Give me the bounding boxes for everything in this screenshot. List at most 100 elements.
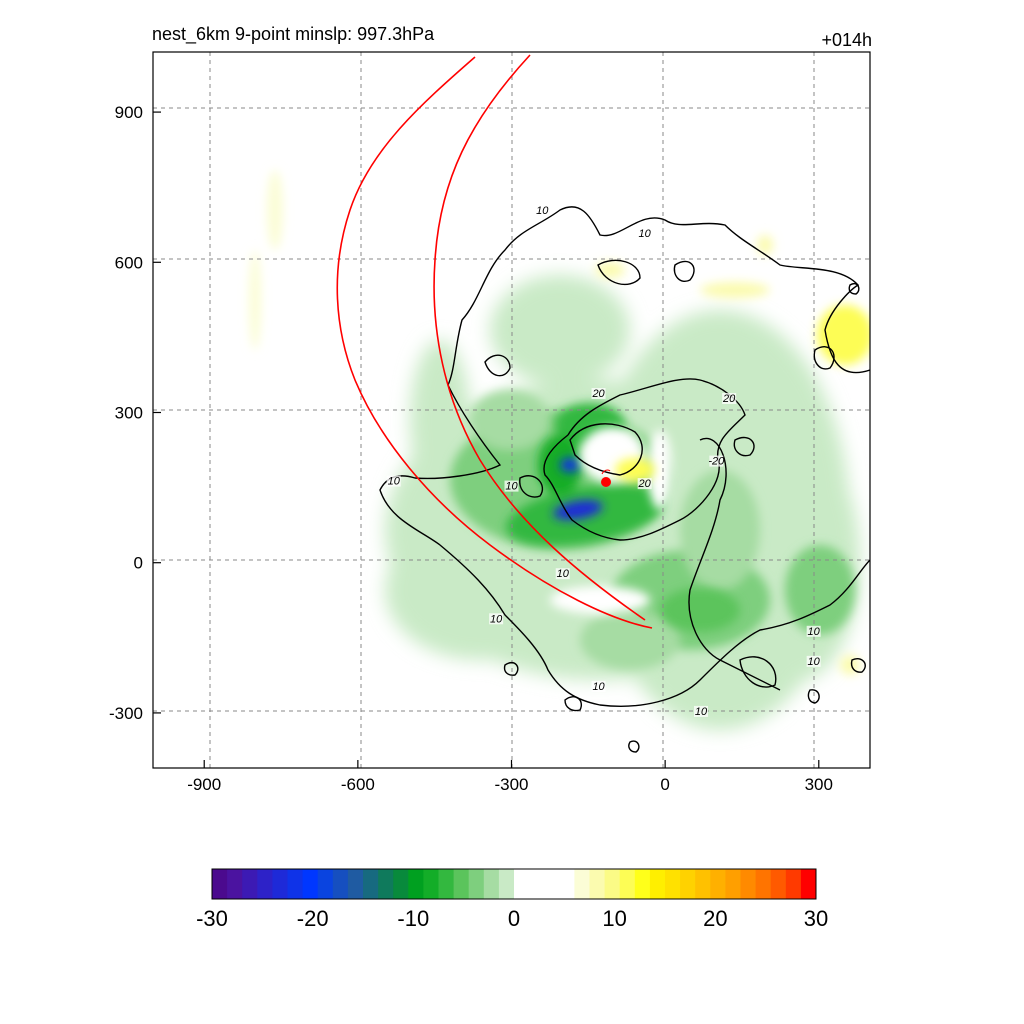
x-tick-label: -300: [494, 775, 528, 794]
contour-blob-2: [597, 259, 641, 286]
colorbar-swatch: [529, 869, 545, 899]
contour-blob-6: [739, 656, 777, 688]
contour-label: 20: [591, 388, 605, 400]
colorbar-swatch: [378, 869, 394, 899]
contour-label: 10: [808, 656, 821, 668]
colorbar-tick-label: -20: [297, 906, 329, 931]
storm-center-arc: [601, 469, 611, 475]
contour-label: 10: [490, 613, 503, 625]
colorbar-tick-label: 0: [508, 906, 520, 931]
contour-label: 10: [592, 681, 605, 693]
colorbar-swatch: [574, 869, 590, 899]
colorbar-swatch: [272, 869, 288, 899]
track-lines: [336, 54, 653, 629]
colorbar-swatch: [740, 869, 757, 899]
colorbar-swatch: [242, 869, 258, 899]
x-tick-label: 0: [660, 775, 669, 794]
colorbar-swatch: [408, 869, 424, 899]
contour-blob-9: [628, 740, 640, 753]
contour-label-bg: [693, 705, 708, 717]
contour-blob-13: [848, 283, 860, 295]
colorbar-tick-label: 10: [602, 906, 626, 931]
y-tick-label: 600: [115, 253, 143, 272]
track-outer: [336, 56, 653, 629]
contour-east: [688, 437, 781, 691]
contour-label-bg: [591, 680, 606, 692]
x-tick-label: -600: [341, 775, 375, 794]
contour-label-bg: [489, 613, 504, 625]
x-tick-label: 300: [805, 775, 833, 794]
colorbar-swatch: [257, 869, 273, 899]
contour-label: 10: [639, 228, 652, 240]
y-tick-label: 300: [115, 404, 143, 423]
contour-label-bg: [535, 205, 550, 217]
contour-label: 10: [505, 481, 518, 493]
colorbar-swatch: [438, 869, 455, 899]
contour-blob-5: [813, 346, 835, 370]
contour-blob-11: [519, 475, 544, 498]
contour-label-bg: [806, 655, 821, 667]
contour-blob-4: [733, 436, 755, 457]
contour-blob-10: [807, 689, 820, 704]
storm-center-marker: [601, 477, 611, 487]
contour-label: 10: [695, 706, 708, 718]
colorbar-swatch: [634, 869, 651, 899]
contour-blob-8: [503, 661, 519, 676]
x-tick-label: -900: [187, 775, 221, 794]
colorbar-swatch: [755, 869, 772, 899]
colorbar-swatch: [710, 869, 726, 899]
forecast-hour: +014h: [821, 30, 872, 50]
contour-label: 20: [722, 393, 736, 405]
contour-label-bg: [722, 392, 737, 404]
colorbar-swatch: [468, 869, 485, 899]
contour-lines: [379, 206, 870, 753]
colorbar-swatch: [665, 869, 681, 899]
colorbar-swatch: [800, 869, 817, 899]
colorbar-swatch: [785, 869, 802, 899]
colorbar-swatch: [514, 869, 530, 899]
colorbar-swatch: [725, 869, 741, 899]
contour-label-bg: [386, 475, 401, 487]
colorbar-swatch: [649, 869, 666, 899]
colorbar-swatch: [483, 869, 500, 899]
contour-label-bg: [806, 625, 821, 637]
contour-label: -20: [708, 456, 725, 468]
colorbar-tick-label: 30: [804, 906, 828, 931]
axes: -900 -600 -300 0 300 -300 0 300 600 900: [109, 103, 833, 794]
colorbar-frame: [211, 868, 817, 900]
contour-inner-20: [543, 378, 746, 541]
contour-labels: 10 10 20 20 -20 20 10 10 10 10 10 10 10 10: [386, 205, 821, 718]
y-tick-label: -300: [109, 704, 143, 723]
contour-label: 10: [557, 568, 570, 580]
contour-eye: [569, 423, 643, 476]
field-blue-core: [553, 458, 603, 520]
contour-label-bg: [555, 568, 570, 580]
colorbar-swatch: [770, 869, 787, 899]
contour-outer-10: [379, 206, 870, 707]
colorbar-swatch: [604, 869, 621, 899]
colorbar-swatch: [317, 869, 334, 899]
contour-label: 10: [808, 626, 821, 638]
track-inner: [433, 54, 646, 621]
colorbar-swatch: [498, 869, 515, 899]
colorbar-swatch: [695, 869, 711, 899]
colorbar-swatch: [287, 869, 304, 899]
chart-title: nest_6km 9-point minslp: 997.3hPa: [152, 24, 435, 45]
contour-label-bg: [591, 387, 606, 399]
colorbar-swatch: [619, 869, 636, 899]
contour-label-bg: [637, 227, 652, 239]
contour-blob-12: [850, 658, 866, 673]
contour-blob-7: [564, 696, 582, 712]
y-tick-label: 0: [134, 554, 143, 573]
contour-label: 20: [638, 478, 652, 490]
colorbar-swatch: [363, 869, 379, 899]
colorbar-swatch: [227, 869, 243, 899]
colorbar-tick-label: 20: [703, 906, 727, 931]
colorbar-swatch: [559, 869, 575, 899]
colorbar-swatch: [423, 869, 439, 899]
colorbar-tick-label: -10: [397, 906, 429, 931]
contour-label-bg: [637, 478, 652, 490]
colorbar-swatch: [347, 869, 364, 899]
colorbar-swatch: [302, 869, 319, 899]
